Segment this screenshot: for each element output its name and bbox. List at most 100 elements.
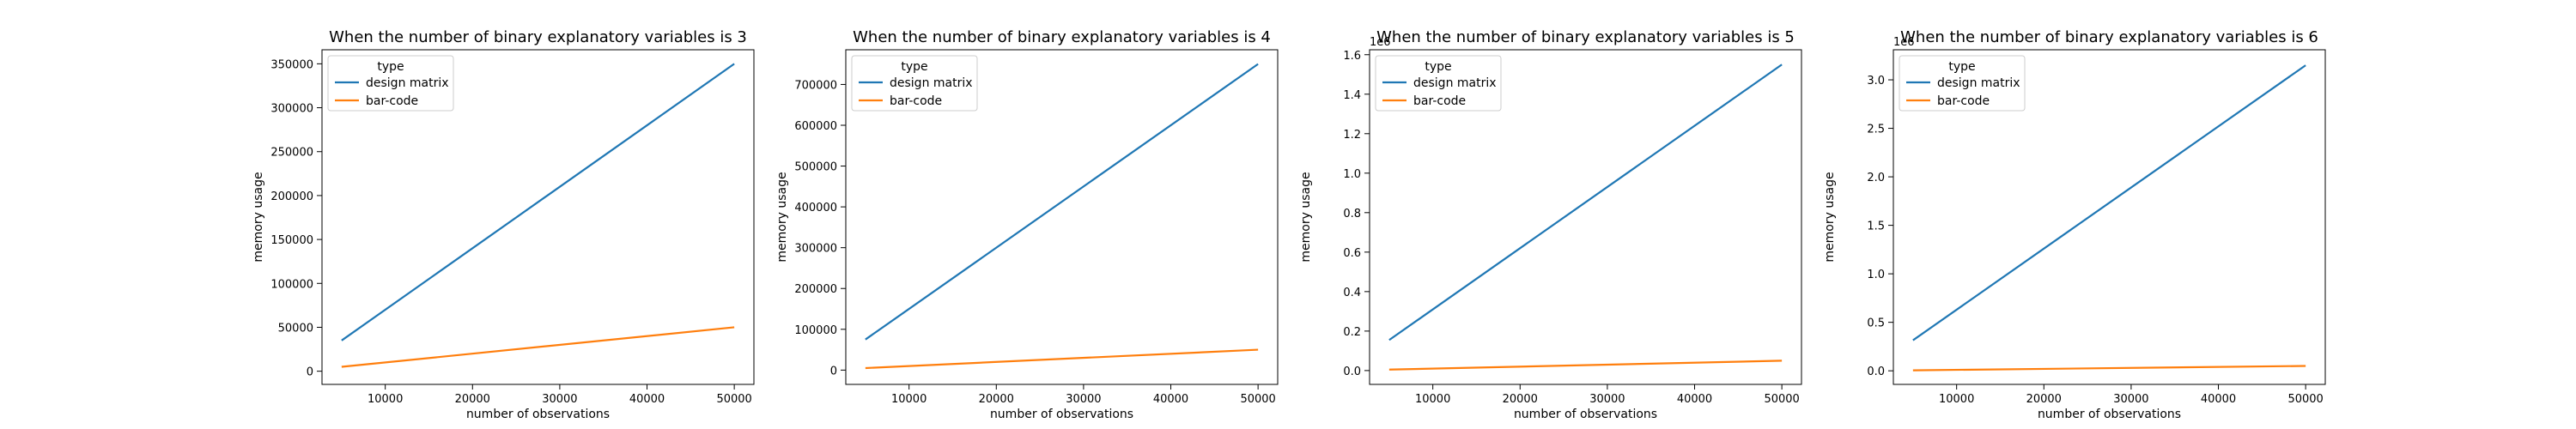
legend-entry-label: bar-code — [890, 94, 942, 108]
x-tick-label: 50000 — [2287, 393, 2323, 406]
y-tick-label: 1.0 — [1343, 168, 1361, 181]
chart-panel-4: 10000 20000 30000 40000 50000 0.0 0.5 1.0 1.5 2.0… — [1823, 28, 2326, 421]
series-line-1 — [1912, 64, 2306, 341]
y-tick-label: 100000 — [270, 278, 313, 291]
chart-title: When the number of binary explanatory va… — [1900, 28, 2318, 46]
y-tick-label: 2.5 — [1867, 124, 1885, 136]
x-tick-label: 40000 — [2201, 393, 2236, 406]
legend-entry-label: bar-code — [1413, 94, 1466, 108]
x-tick-label: 10000 — [891, 393, 927, 406]
y-axis-label: memory usage — [775, 172, 789, 262]
y-tick-label: 50000 — [278, 322, 313, 335]
y-axis-label: memory usage — [252, 172, 265, 262]
y-tick-label: 300000 — [270, 103, 313, 116]
chart-title: When the number of binary explanatory va… — [853, 28, 1271, 46]
x-tick-label: 30000 — [1066, 393, 1101, 406]
chart-title: When the number of binary explanatory va… — [329, 28, 747, 46]
legend-box — [327, 55, 454, 112]
x-tick-label: 30000 — [2113, 393, 2148, 406]
x-tick-label: 30000 — [1589, 393, 1625, 406]
y-tick-label: 200000 — [270, 190, 313, 203]
legend-box — [1375, 55, 1502, 112]
x-tick-label: 40000 — [1677, 393, 1712, 406]
y-offset-label: 1e6 — [1893, 36, 1915, 49]
y-tick-label: 200000 — [794, 283, 837, 296]
y-tick-label: 1.0 — [1867, 269, 1885, 281]
plot-frame — [1893, 49, 2326, 385]
legend: type design matrix bar-code — [327, 55, 454, 112]
series-line-2 — [1388, 360, 1783, 371]
y-tick-label: 500000 — [794, 161, 837, 174]
plot-frame — [845, 49, 1279, 385]
series-line-1 — [341, 63, 735, 341]
y-tick-label: 300000 — [794, 243, 837, 256]
x-tick-label: 50000 — [1764, 393, 1799, 406]
x-tick-label: 40000 — [629, 393, 665, 406]
y-tick-label: 3.0 — [1867, 75, 1885, 88]
x-axis-label: number of observations — [2038, 408, 2181, 421]
legend: type design matrix bar-code — [851, 55, 978, 112]
chart-panel-2: 10000 20000 30000 40000 50000010000020000030… — [775, 28, 1279, 421]
y-tick-label: 1.6 — [1343, 50, 1361, 63]
legend-title: type — [377, 60, 404, 74]
x-tick-label: 50000 — [716, 393, 751, 406]
legend-title: type — [901, 60, 927, 74]
legend-box — [851, 55, 978, 112]
x-tick-label: 20000 — [2026, 393, 2062, 406]
x-tick-label: 10000 — [1415, 393, 1450, 406]
x-tick-label: 20000 — [979, 393, 1014, 406]
series-line-2 — [341, 326, 735, 368]
y-tick-label: 100000 — [794, 324, 837, 337]
series-line-1 — [1388, 63, 1783, 341]
y-tick-label: 0.8 — [1343, 208, 1361, 221]
y-tick-label: 0.5 — [1867, 317, 1885, 330]
y-tick-label: 0.6 — [1343, 247, 1361, 260]
legend-entry-label: design matrix — [1937, 76, 2020, 90]
x-tick-label: 40000 — [1153, 393, 1188, 406]
y-axis-label: memory usage — [1823, 172, 1837, 262]
y-tick-label: 1.4 — [1343, 89, 1361, 102]
legend-entry-label: bar-code — [366, 94, 418, 108]
legend-entry-label: design matrix — [890, 76, 973, 90]
y-axis-label: memory usage — [1299, 172, 1313, 262]
legend-entry-label: design matrix — [366, 76, 449, 90]
x-axis-label: number of observations — [990, 408, 1133, 421]
y-tick-label: 0.0 — [1867, 366, 1885, 378]
x-tick-label: 50000 — [1240, 393, 1275, 406]
y-offset-label: 1e6 — [1370, 36, 1391, 49]
legend: type design matrix bar-code — [1899, 55, 2026, 112]
series-line-2 — [865, 348, 1259, 370]
x-tick-label: 10000 — [1939, 393, 1974, 406]
x-axis-label: number of observations — [466, 408, 610, 421]
y-tick-label: 1.2 — [1343, 129, 1361, 142]
y-tick-label: 0.4 — [1343, 287, 1361, 299]
y-tick-label: 0 — [307, 366, 313, 379]
y-tick-label: 350000 — [270, 58, 313, 71]
y-tick-label: 700000 — [794, 79, 837, 92]
plot-frame — [321, 49, 755, 385]
plot-frame — [1369, 49, 1802, 385]
legend: type design matrix bar-code — [1375, 55, 1502, 112]
y-tick-label: 600000 — [794, 120, 837, 133]
x-tick-label: 30000 — [542, 393, 577, 406]
y-tick-label: 0 — [830, 365, 837, 378]
x-tick-label: 20000 — [1503, 393, 1538, 406]
y-tick-label: 150000 — [270, 234, 313, 247]
y-tick-label: 250000 — [270, 147, 313, 160]
series-line-1 — [865, 63, 1259, 341]
y-tick-label: 400000 — [794, 202, 837, 214]
x-tick-label: 20000 — [455, 393, 490, 406]
legend-box — [1899, 55, 2026, 112]
chart-title: When the number of binary explanatory va… — [1376, 28, 1795, 46]
series-line-2 — [1912, 365, 2306, 372]
y-tick-label: 2.0 — [1867, 172, 1885, 184]
legend-title: type — [1425, 60, 1451, 74]
x-tick-label: 10000 — [368, 393, 403, 406]
legend-entry-label: bar-code — [1937, 94, 1990, 108]
legend-title: type — [1948, 60, 1975, 74]
chart-panel-1: 10000 20000 30000 40000 50000 0 50000 100000 150… — [252, 28, 755, 421]
y-tick-label: 0.0 — [1343, 366, 1361, 378]
y-tick-label: 0.2 — [1343, 326, 1361, 339]
y-tick-label: 1.5 — [1867, 221, 1885, 233]
